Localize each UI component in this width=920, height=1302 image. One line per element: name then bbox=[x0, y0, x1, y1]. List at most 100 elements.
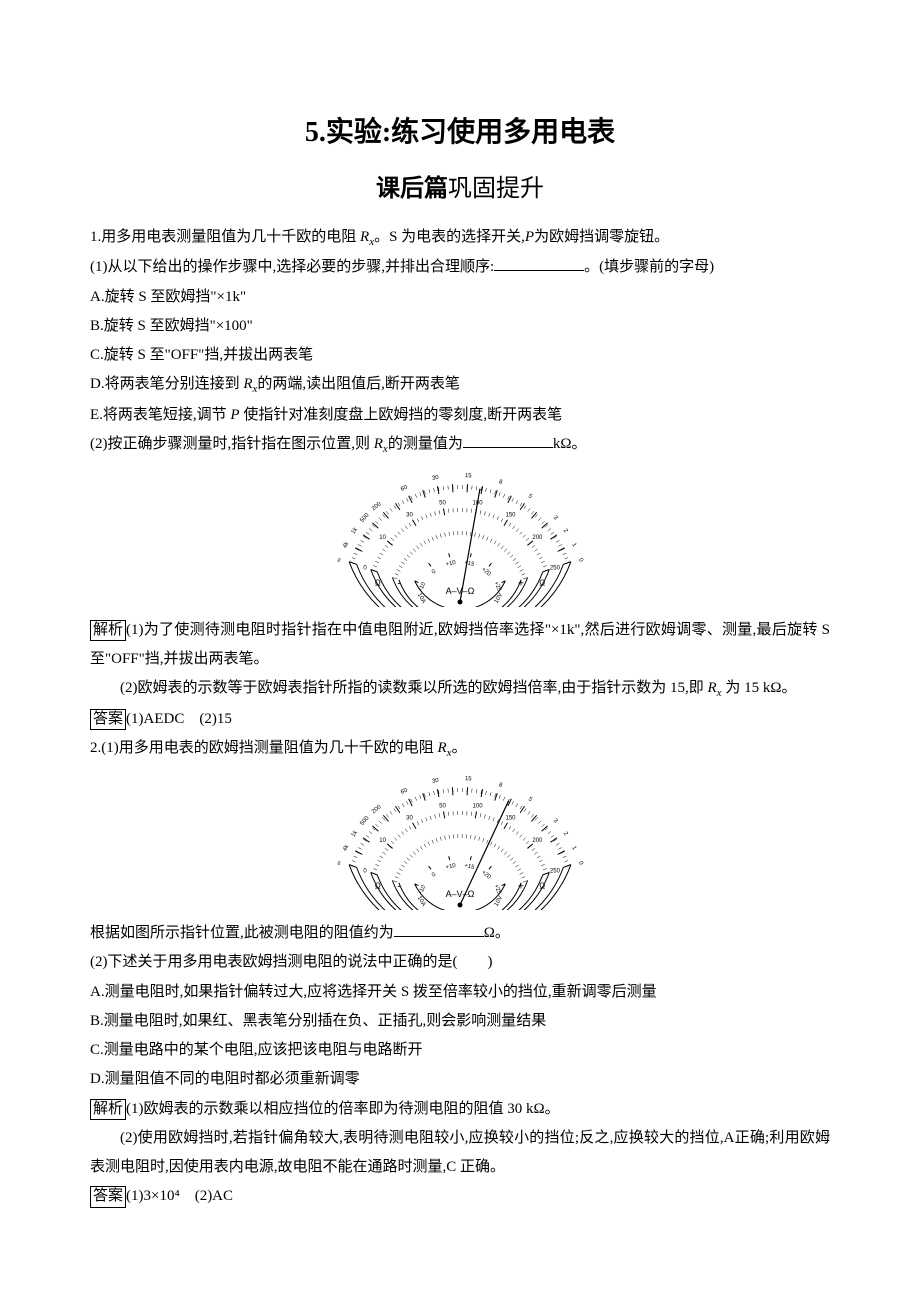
svg-text:15: 15 bbox=[465, 473, 473, 479]
svg-text:+20: +20 bbox=[480, 870, 492, 881]
svg-text:150: 150 bbox=[505, 816, 516, 822]
q1-optB: B.旋转 S 至欧姆挡"×100" bbox=[90, 312, 830, 341]
svg-text:∞: ∞ bbox=[336, 860, 343, 866]
q1-optA: A.旋转 S 至欧姆挡"×1k" bbox=[90, 283, 830, 312]
svg-text:8: 8 bbox=[498, 479, 504, 486]
svg-text:50: 50 bbox=[439, 500, 446, 506]
svg-text:500: 500 bbox=[359, 512, 371, 524]
q1-stem: 1.用多用电表测量阻值为几十千欧的电阻 Rx。S 为电表的选择开关,P为欧姆挡调… bbox=[90, 223, 830, 253]
q2-options: A.测量电阻时,如果指针偏转过大,应将选择开关 S 拨至倍率较小的挡位,重新调零… bbox=[90, 978, 830, 1095]
svg-text:+25: +25 bbox=[492, 580, 502, 592]
svg-text:200: 200 bbox=[532, 838, 543, 844]
svg-text:5: 5 bbox=[527, 493, 534, 500]
svg-text:150: 150 bbox=[505, 512, 516, 518]
svg-text:∞: ∞ bbox=[336, 557, 343, 563]
meter-figure-2: ∞4k1k50020060301585321001030501001502002… bbox=[90, 770, 830, 915]
svg-text:30: 30 bbox=[432, 474, 440, 481]
q1-options: A.旋转 S 至欧姆挡"×1k" B.旋转 S 至欧姆挡"×100" C.旋转 … bbox=[90, 283, 830, 430]
analysis-label: 解析 bbox=[90, 1099, 126, 1121]
svg-text:10V: 10V bbox=[494, 896, 505, 908]
svg-text:0: 0 bbox=[363, 565, 367, 571]
svg-text:50: 50 bbox=[439, 804, 446, 810]
svg-text:250: 250 bbox=[550, 565, 561, 571]
svg-text:+10: +10 bbox=[445, 559, 457, 567]
svg-text:1: 1 bbox=[570, 845, 577, 851]
svg-text:0: 0 bbox=[431, 872, 438, 879]
q1-optE: E.将两表笔短接,调节 P 使指针对准刻度盘上欧姆挡的零刻度,断开两表笔 bbox=[90, 401, 830, 430]
svg-text:10: 10 bbox=[379, 535, 386, 541]
q2-analysis2: (2)使用欧姆挡时,若指针偏角较大,表明待测电阻较小,应换较小的挡位;反之,应换… bbox=[90, 1124, 830, 1183]
svg-text:200: 200 bbox=[532, 535, 543, 541]
blank-input bbox=[494, 256, 584, 271]
svg-text:1: 1 bbox=[570, 542, 577, 548]
svg-text:-: - bbox=[397, 578, 400, 589]
q2-part1: 2.(1)用多用电表的欧姆挡测量阻值为几十千欧的电阻 Rx。 bbox=[90, 734, 830, 764]
q2-reading: 根据如图所示指针位置,此被测电阻的阻值约为Ω。 bbox=[90, 919, 830, 948]
svg-text:-: - bbox=[397, 882, 400, 893]
q1-part2: (2)按正确步骤测量时,指针指在图示位置,则 Rx的测量值为kΩ。 bbox=[90, 430, 830, 460]
svg-text:200: 200 bbox=[371, 500, 383, 511]
svg-text:Ω: Ω bbox=[375, 882, 381, 891]
q2-optD: D.测量阻值不同的电阻时都必须重新调零 bbox=[90, 1065, 830, 1094]
analysis-label: 解析 bbox=[90, 620, 126, 642]
meter-figure-1: ∞4k1k50020060301585321001030501001502002… bbox=[90, 467, 830, 612]
svg-text:Ω: Ω bbox=[539, 578, 545, 587]
svg-text:250: 250 bbox=[550, 869, 561, 875]
svg-text:Ω: Ω bbox=[539, 882, 545, 891]
svg-text:+: + bbox=[518, 882, 524, 893]
svg-text:4k: 4k bbox=[342, 843, 351, 852]
svg-text:0: 0 bbox=[363, 869, 367, 875]
svg-text:10A: 10A bbox=[416, 592, 427, 604]
q1-answer: 答案(1)AEDC (2)15 bbox=[90, 705, 830, 734]
multimeter-dial-icon: ∞4k1k50020060301585321001030501001502002… bbox=[320, 467, 600, 607]
q2-analysis1: 解析(1)欧姆表的示数乘以相应挡位的倍率即为待测电阻的阻值 30 kΩ。 bbox=[90, 1095, 830, 1124]
svg-text:A–V–Ω: A–V–Ω bbox=[446, 586, 475, 596]
svg-text:60: 60 bbox=[400, 484, 409, 493]
svg-text:10A: 10A bbox=[416, 896, 427, 908]
svg-text:5: 5 bbox=[527, 797, 534, 804]
svg-text:0: 0 bbox=[577, 557, 584, 563]
svg-text:A–V–Ω: A–V–Ω bbox=[446, 889, 475, 899]
q2-part2: (2)下述关于用多用电表欧姆挡测电阻的说法中正确的是( ) bbox=[90, 948, 830, 977]
svg-text:+: + bbox=[518, 578, 524, 589]
svg-text:30: 30 bbox=[406, 816, 413, 822]
svg-text:0: 0 bbox=[577, 861, 584, 867]
svg-text:3: 3 bbox=[552, 514, 559, 521]
q2-optC: C.测量电路中的某个电阻,应该把该电阻与电路断开 bbox=[90, 1036, 830, 1065]
svg-text:+20: +20 bbox=[480, 566, 492, 577]
svg-text:0: 0 bbox=[431, 568, 438, 575]
q1-optC: C.旋转 S 至"OFF"挡,并拔出两表笔 bbox=[90, 341, 830, 370]
blank-input bbox=[394, 922, 484, 937]
svg-text:+10: +10 bbox=[445, 863, 457, 871]
svg-text:8: 8 bbox=[498, 782, 504, 789]
blank-input bbox=[463, 433, 553, 448]
svg-text:30: 30 bbox=[406, 512, 413, 518]
svg-text:100: 100 bbox=[473, 804, 484, 810]
svg-text:500: 500 bbox=[359, 815, 371, 827]
svg-text:200: 200 bbox=[371, 804, 383, 815]
svg-text:2: 2 bbox=[562, 528, 569, 535]
svg-text:2: 2 bbox=[562, 831, 569, 838]
svg-text:-10: -10 bbox=[418, 580, 427, 591]
svg-text:Ω: Ω bbox=[375, 578, 381, 587]
svg-text:+25: +25 bbox=[492, 884, 502, 896]
multimeter-dial-icon: ∞4k1k50020060301585321001030501001502002… bbox=[320, 770, 600, 910]
q1-part1: (1)从以下给出的操作步骤中,选择必要的步骤,并排出合理顺序:。(填步骤前的字母… bbox=[90, 253, 830, 282]
svg-text:60: 60 bbox=[400, 787, 409, 796]
svg-text:3: 3 bbox=[552, 818, 559, 825]
page-title: 5.实验:练习使用多用电表 bbox=[90, 110, 830, 150]
svg-text:1k: 1k bbox=[351, 525, 360, 534]
svg-text:4k: 4k bbox=[342, 540, 351, 549]
svg-text:10: 10 bbox=[379, 838, 386, 844]
subtitle-bold: 课后篇 bbox=[376, 176, 448, 202]
svg-text:15: 15 bbox=[465, 776, 473, 782]
svg-text:+15: +15 bbox=[464, 863, 476, 871]
svg-text:+15: +15 bbox=[464, 560, 476, 568]
svg-text:30: 30 bbox=[432, 778, 440, 785]
q1-analysis2: (2)欧姆表的示数等于欧姆表指针所指的读数乘以所选的欧姆挡倍率,由于指针示数为 … bbox=[90, 674, 830, 704]
q1-optD: D.将两表笔分别连接到 Rx的两端,读出阻值后,断开两表笔 bbox=[90, 370, 830, 400]
subtitle-normal: 巩固提升 bbox=[448, 176, 544, 202]
svg-text:10V: 10V bbox=[494, 592, 505, 604]
q2-optB: B.测量电阻时,如果红、黑表笔分别插在负、正插孔,则会影响测量结果 bbox=[90, 1007, 830, 1036]
q1-analysis: 解析(1)为了使测待测电阻时指针指在中值电阻附近,欧姆挡倍率选择"×1k",然后… bbox=[90, 616, 830, 675]
